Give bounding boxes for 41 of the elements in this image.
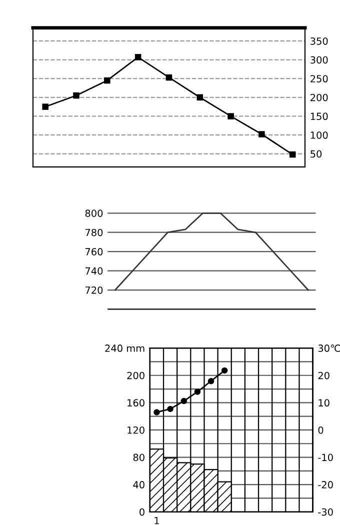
- point: [196, 94, 204, 101]
- y2-tick-label: 10: [318, 399, 330, 407]
- point: [42, 104, 48, 110]
- y-tick-label: 720: [86, 286, 103, 294]
- y-tick-label: 40: [133, 481, 144, 488]
- y-tick-label: 200: [127, 372, 144, 380]
- y-tick-label: 160: [128, 399, 144, 407]
- point: [194, 388, 201, 395]
- y-tick-label: 0: [140, 508, 144, 516]
- point: [180, 398, 187, 404]
- point: [166, 74, 172, 81]
- y-tick-label: 780: [86, 228, 103, 236]
- y-tick-label: 760: [86, 248, 103, 256]
- y2-tick-label: 30℃: [318, 344, 340, 352]
- y-tick-label: 240 mm: [105, 344, 144, 352]
- point: [167, 406, 174, 412]
- point: [73, 92, 80, 99]
- point: [221, 367, 228, 374]
- x-tick-label: 1: [154, 517, 159, 524]
- point: [154, 409, 160, 416]
- point: [228, 113, 234, 120]
- y-tick-label: 740: [86, 267, 103, 275]
- y-tick-label: 100: [310, 131, 328, 139]
- point: [208, 378, 214, 384]
- y2-tick-label: -10: [318, 454, 333, 462]
- y-tick-label: 50: [310, 150, 322, 158]
- y-tick-label: 350: [310, 37, 328, 45]
- y2-tick-label: -20: [318, 481, 333, 488]
- y-tick-label: 200: [310, 94, 328, 102]
- y2-tick-label: 20: [318, 372, 330, 380]
- point: [134, 54, 142, 60]
- y2-tick-label: -30: [318, 508, 333, 516]
- y-tick-label: 800: [85, 210, 103, 217]
- y-tick-label: 250: [310, 75, 328, 82]
- y-tick-label: 300: [310, 56, 328, 64]
- y-tick-label: 120: [128, 426, 144, 434]
- y-tick-label: 150: [310, 112, 328, 120]
- point: [104, 77, 110, 84]
- y-tick-label: 80: [133, 454, 144, 462]
- point: [289, 151, 296, 158]
- line-series: [114, 212, 309, 291]
